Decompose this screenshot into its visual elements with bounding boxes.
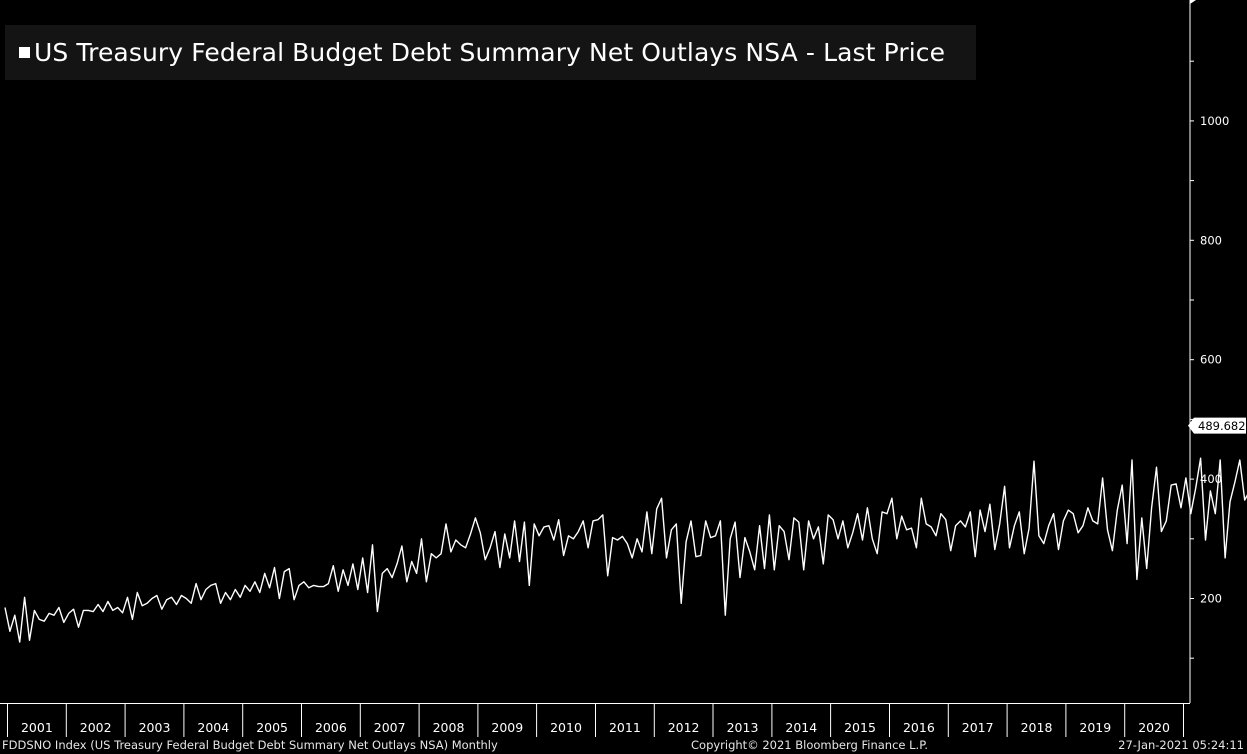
last-value-label: 489.682 (1198, 419, 1246, 433)
x-tick-label: 2010 (550, 720, 582, 735)
x-tick-label: 2002 (80, 720, 112, 735)
footer-index-description: FDDSNO Index (US Treasury Federal Budget… (2, 738, 498, 752)
x-tick-label: 2015 (844, 720, 876, 735)
last-value-box (1188, 417, 1246, 434)
last-value-marker: 489.682 (1188, 417, 1246, 434)
x-tick-label: 2016 (903, 720, 935, 735)
x-tick-label: 2007 (374, 720, 406, 735)
x-tick-label: 2006 (315, 720, 347, 735)
x-tick-label: 2001 (21, 720, 53, 735)
x-tick-label: 2004 (197, 720, 229, 735)
legend-title: US Treasury Federal Budget Debt Summary … (34, 38, 946, 67)
legend: US Treasury Federal Budget Debt Summary … (5, 25, 976, 80)
x-tick-label: 2005 (256, 720, 288, 735)
plot-area (4, 457, 1247, 643)
footer-copyright: Copyright© 2021 Bloomberg Finance L.P. (691, 738, 928, 752)
x-tick-label: 2014 (785, 720, 817, 735)
footer: FDDSNO Index (US Treasury Federal Budget… (0, 737, 1247, 754)
x-tick-label: 2018 (1021, 720, 1053, 735)
x-tick-label: 2020 (1138, 720, 1170, 735)
x-tick-label: 2017 (962, 720, 994, 735)
x-tick-label: 2008 (433, 720, 465, 735)
footer-timestamp: 27-Jan-2021 05:24:11 (1118, 738, 1244, 752)
y-tick-label: 400 (1200, 472, 1222, 486)
y-tick-label: 200 (1200, 592, 1222, 606)
x-tick-label: 2019 (1079, 720, 1111, 735)
y-tick-label: 600 (1200, 353, 1222, 367)
y-axis: 200 400 600 800 1000 (1189, 0, 1229, 703)
legend-swatch (19, 47, 30, 58)
x-tick-label: 2012 (668, 720, 700, 735)
x-tick-label: 2009 (491, 720, 523, 735)
x-tick-label: 2011 (609, 720, 641, 735)
y-tick-label: 800 (1200, 233, 1222, 247)
y-axis-top-marker (1190, 0, 1196, 4)
series-line (4, 457, 1247, 643)
x-tick-label: 2013 (727, 720, 759, 735)
x-axis: 2001 2002 2003 2004 2005 2006 2007 2008 2009 2010… (0, 703, 1190, 737)
x-tick-label: 2003 (139, 720, 171, 735)
y-tick-label: 1000 (1200, 114, 1229, 128)
